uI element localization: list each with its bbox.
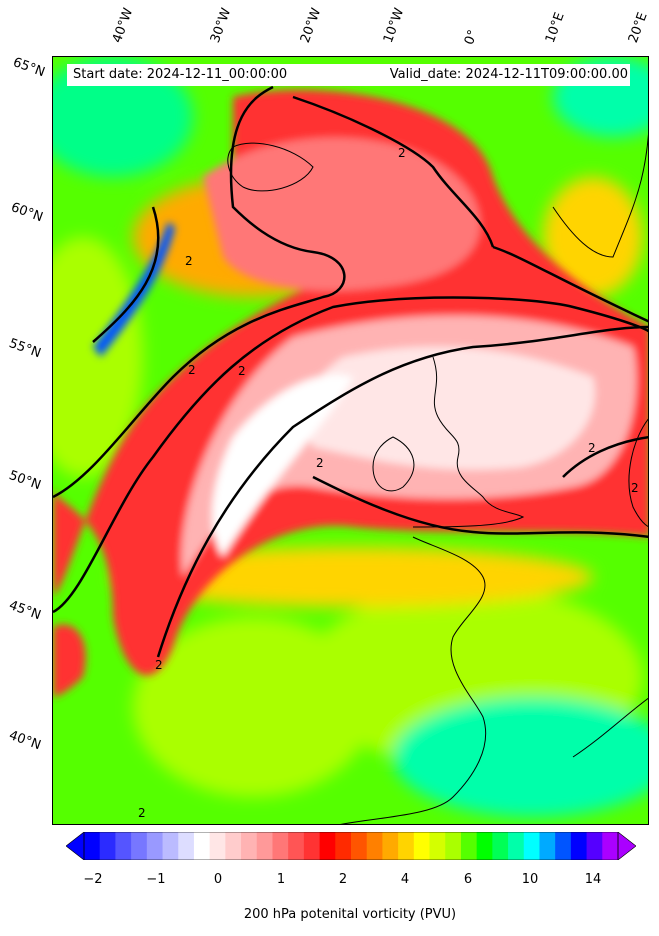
colorbar [66,832,636,860]
lon-label-20w: 20°W [297,6,325,45]
colorbar-cell [288,832,305,860]
colorbar-cell [209,832,226,860]
colorbar-cell [570,832,588,860]
colorbar-cell [366,832,383,860]
lat-label-55n: 55°N [6,336,43,362]
pv-map: 2 2 2 2 2 2 2 2 2 [52,56,649,825]
colorbar-tick: −1 [146,872,166,887]
lat-label-40n: 40°N [6,728,43,754]
colorbar-cell [99,832,116,860]
colorbar-cell [178,832,195,860]
colorbar-tick: 4 [400,872,410,887]
pv-field: 2 2 2 2 2 2 2 2 2 [53,57,648,824]
colorbar-cells [84,832,619,860]
contour-label: 2 [588,441,596,455]
colorbar-cell [115,832,132,860]
lon-label-40w: 40°W [109,6,137,45]
colorbar-cell [413,832,431,860]
lat-label-50n: 50°N [6,468,43,494]
contour-label: 2 [155,658,163,672]
colorbar-cell [445,832,462,860]
lon-label-20e: 20°E [625,10,651,46]
coastlines [227,134,648,824]
colorbar-tick: −2 [83,872,103,887]
colorbar-tick: 10 [521,872,539,887]
colorbar-cell [193,832,211,860]
lon-label-30w: 30°W [207,6,235,45]
colorbar-cell [272,832,289,860]
colorbar-cell [539,832,556,860]
colorbar-cell [351,832,368,860]
contour-label: 2 [185,254,193,268]
colorbar-cell [162,832,179,860]
colorbar-cell [225,832,242,860]
colorbar-cell [508,832,525,860]
colorbar-cell [382,832,399,860]
colorbar-title: 200 hPa potenital vorticity (PVU) [243,907,457,922]
colorbar-cell [460,832,478,860]
contour-label: 2 [398,146,406,160]
start-date-label: Start date: 2024-12-11_00:00:00 [73,67,288,82]
colorbar-tick: 0 [213,872,223,887]
colorbar-cell [84,832,101,860]
contour-label: 2 [138,806,146,820]
colorbar-cell [335,832,352,860]
colorbar-cell [429,832,446,860]
colorbar-cell [146,832,164,860]
colorbar-cell [131,832,148,860]
lat-label-60n: 60°N [8,200,45,226]
contour-label: 2 [238,364,246,378]
contour-label: 2 [188,363,196,377]
pv-2-contours [53,85,648,658]
valid-date-label: Valid_date: 2024-12-11T09:00:00.00 [389,67,628,82]
contour-label: 2 [631,481,639,495]
contour-label: 2 [316,456,324,470]
lon-label-10e: 10°E [542,10,568,46]
colorbar-extend-high [617,832,636,860]
colorbar-tick: 1 [276,872,286,887]
date-banner: Start date: 2024-12-11_00:00:00 Valid_da… [67,64,630,86]
colorbar-cell [398,832,415,860]
colorbar-tick: 2 [338,872,348,887]
colorbar-cell [555,832,572,860]
contour-labels: 2 2 2 2 2 2 2 2 2 [138,146,639,820]
colorbar-cell [492,832,509,860]
lat-label-45n: 45°N [6,598,43,624]
colorbar-cell [602,832,619,860]
colorbar-extend-low [66,832,85,860]
lon-label-10w: 10°W [380,6,408,45]
colorbar-tick: 14 [584,872,602,887]
lat-label-65n: 65°N [10,55,47,81]
colorbar-cell [256,832,273,860]
colorbar-tick: 6 [463,872,473,887]
colorbar-cell [241,832,258,860]
colorbar-cell [586,832,603,860]
colorbar-cell [303,832,321,860]
lon-label-0: 0° [461,27,482,47]
colorbar-cell [476,832,493,860]
colorbar-cell [319,832,336,860]
colorbar-outline [83,832,619,860]
colorbar-cell [523,832,540,860]
